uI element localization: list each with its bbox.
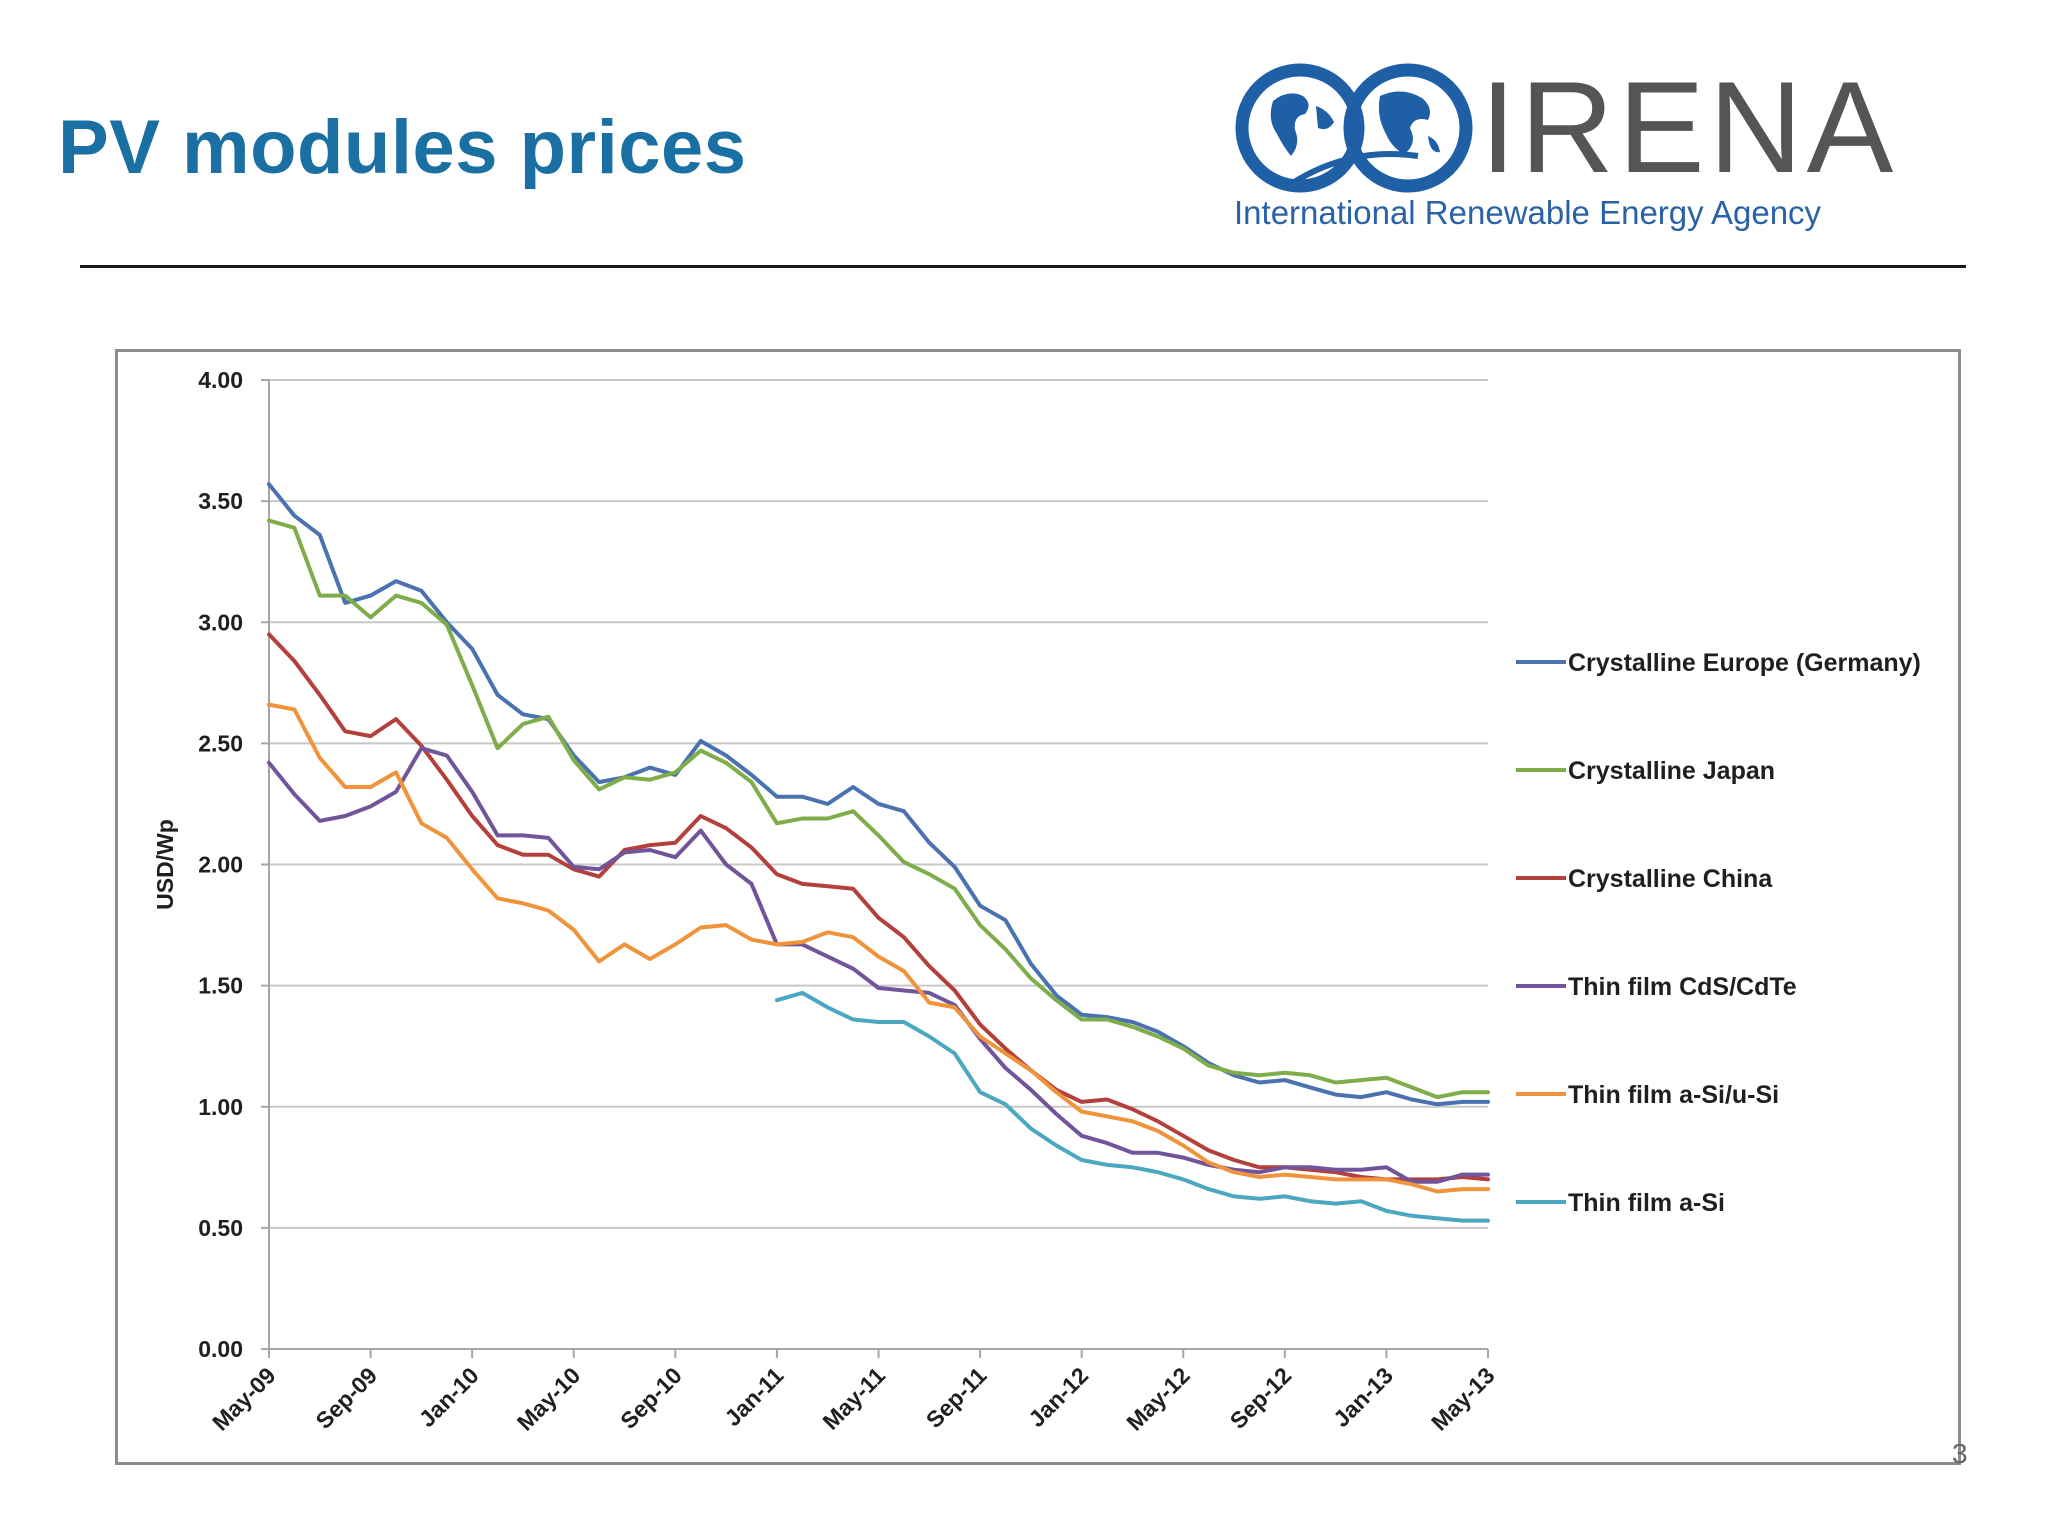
chart-frame: 0.00 0.50 1.00 1.50 2.00 2.50 3.00 3.50 4.00 May-… — [115, 349, 1961, 1465]
series-line — [267, 702, 1490, 1194]
y-tick-label: 0.50 — [198, 1215, 243, 1241]
legend-label: Crystalline Japan — [1568, 757, 1775, 785]
legend-label: Crystalline Europe (Germany) — [1568, 649, 1921, 677]
legend-label: Thin film a-Si — [1568, 1189, 1725, 1217]
legend-label: Crystalline China — [1568, 865, 1773, 893]
globe-icon — [1235, 63, 1473, 193]
x-tick-label: Sep-11 — [921, 1362, 992, 1433]
logo-tagline: International Renewable Energy Agency — [1234, 194, 1822, 231]
x-tick-label: Jan-13 — [1328, 1362, 1398, 1432]
irena-logo: IRENA International Renewable Energy Age… — [1228, 46, 1908, 246]
axes: 0.00 0.50 1.00 1.50 2.00 2.50 3.00 3.50 4.00 May-… — [152, 367, 1500, 1436]
legend-label: Thin film a-Si/u-Si — [1568, 1081, 1779, 1109]
x-tick-label: Sep-12 — [1225, 1362, 1297, 1434]
y-tick-label: 1.50 — [198, 973, 243, 999]
gridlines — [269, 379, 1488, 1229]
x-tick-label: Jan-11 — [719, 1362, 788, 1431]
series-line — [267, 746, 1490, 1184]
legend: Crystalline Europe (Germany) Crystalline … — [1516, 649, 1921, 1217]
y-tick-label: 0.00 — [198, 1336, 243, 1362]
legend-label: Thin film CdS/CdTe — [1568, 973, 1797, 1001]
page-title: PV modules prices — [58, 105, 747, 190]
series-line — [267, 632, 1490, 1182]
x-tick-label: May-11 — [817, 1362, 890, 1435]
x-tick-label: May-13 — [1426, 1362, 1500, 1436]
y-tick-label: 2.00 — [198, 852, 243, 878]
x-tick-label: Sep-09 — [310, 1362, 382, 1434]
x-tick-label: Jan-12 — [1023, 1362, 1093, 1432]
y-tick-label: 2.50 — [198, 730, 243, 756]
y-tick-label: 3.00 — [198, 609, 243, 635]
x-tick-label: Jan-10 — [414, 1362, 484, 1432]
y-axis-title: USD/Wp — [152, 819, 178, 910]
y-tick-label: 3.50 — [198, 488, 243, 514]
x-tick-label: May-09 — [207, 1362, 281, 1436]
series-lines — [267, 482, 1490, 1223]
series-line — [774, 990, 1490, 1223]
price-line-chart: 0.00 0.50 1.00 1.50 2.00 2.50 3.00 3.50 4.00 May-… — [152, 367, 1921, 1436]
series-line — [267, 482, 1490, 1107]
y-tick-label: 1.00 — [198, 1094, 243, 1120]
y-tick-label: 4.00 — [198, 367, 243, 393]
x-tick-label: Sep-10 — [615, 1362, 687, 1434]
logo-wordmark: IRENA — [1480, 54, 1897, 200]
x-tick-label: May-10 — [512, 1362, 586, 1436]
title-divider — [80, 265, 1966, 268]
page-number: 3 — [1952, 1438, 1968, 1469]
x-tick-label: May-12 — [1121, 1362, 1195, 1436]
series-line — [267, 518, 1490, 1100]
